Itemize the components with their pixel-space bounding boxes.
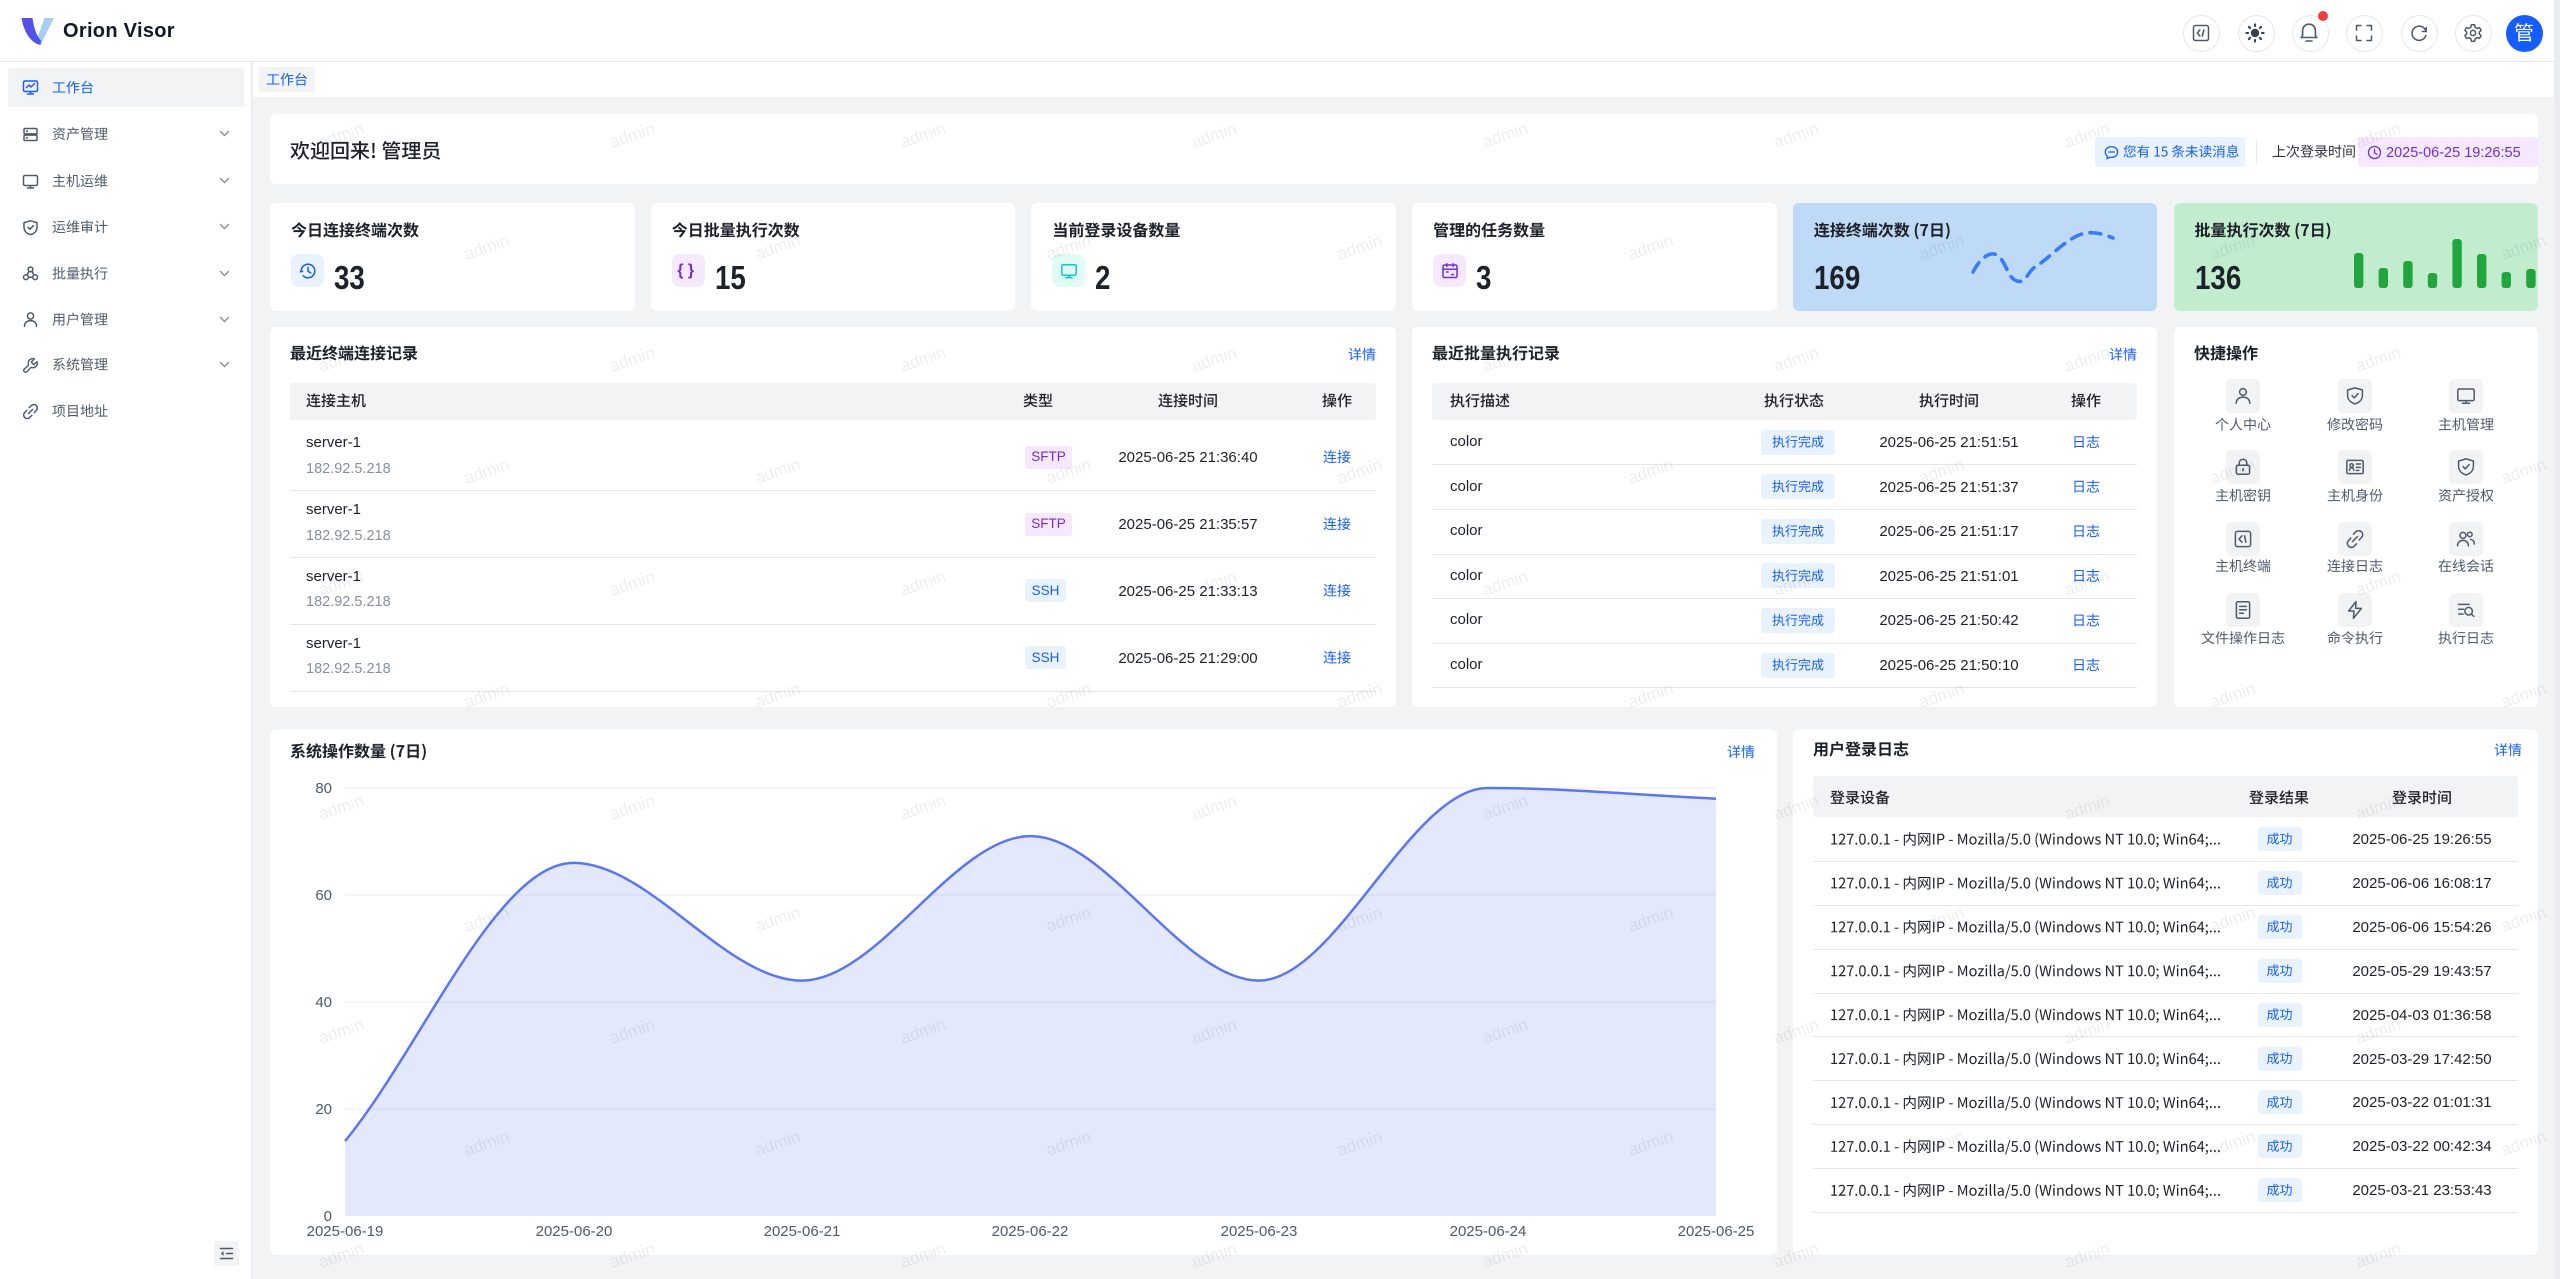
svg-text:20: 20 [315,1101,332,1118]
svg-text:2025-06-25: 2025-06-25 [1678,1223,1755,1240]
svg-text:60: 60 [315,887,332,904]
svg-text:2025-06-22: 2025-06-22 [992,1223,1069,1240]
svg-text:2025-06-24: 2025-06-24 [1450,1223,1527,1240]
svg-text:2025-06-21: 2025-06-21 [764,1223,841,1240]
svg-text:80: 80 [315,780,332,797]
svg-text:40: 40 [315,994,332,1011]
svg-text:2025-06-23: 2025-06-23 [1221,1223,1298,1240]
svg-text:2025-06-20: 2025-06-20 [536,1223,613,1240]
svg-text:2025-06-19: 2025-06-19 [307,1223,384,1240]
